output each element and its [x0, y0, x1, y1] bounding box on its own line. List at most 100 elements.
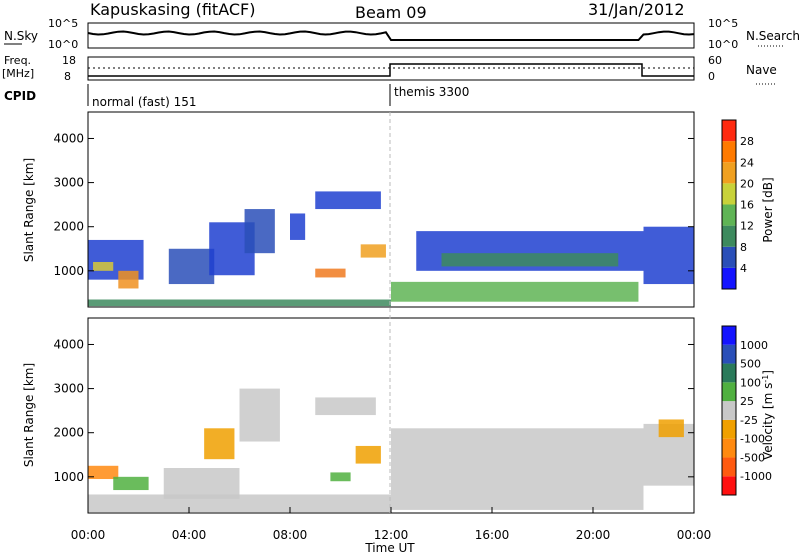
power-frame	[87, 111, 695, 308]
ytick-label: 1000	[53, 264, 84, 278]
freq-trace	[88, 63, 694, 77]
colorbar-swatch	[722, 204, 736, 226]
velocity-yaxis: 1000 2000 3000 4000	[53, 337, 694, 484]
freq-panel: Freq. [MHz] 18 8 60 0 Nave	[2, 54, 777, 85]
time-xaxis: 00:00 04:00 08:00 12:00 16:00 20:00 00:00	[71, 507, 712, 542]
station-title: Kapuskasing (fitACF)	[90, 0, 255, 19]
echo-band-0	[88, 465, 119, 480]
colorbar-tick-label: -25	[740, 414, 758, 427]
power-colorbar-label: Power [dB]	[761, 177, 775, 242]
colorbar-frame	[721, 119, 737, 290]
echo-band-2	[118, 270, 139, 289]
echo-band-4	[204, 428, 235, 460]
colorbar-swatch	[722, 401, 736, 420]
echo-band-8	[330, 472, 351, 482]
time-xlabel: Time UT	[364, 541, 415, 554]
colorbar-swatch	[722, 438, 736, 458]
echo-band-5	[244, 209, 275, 254]
nave-tick-top: 60	[708, 54, 722, 67]
colorbar-tick-label: 25	[740, 395, 754, 408]
velocity-colorbar-label-sup: -1	[761, 375, 770, 383]
power-panel: 1000 2000 3000 4000 Slant Range [km] 4 8 12 16…	[22, 111, 775, 308]
colorbar-swatch	[722, 246, 736, 268]
nsearch-tick-top: 10^5	[708, 17, 738, 30]
ytick-label: 2000	[53, 426, 84, 440]
colorbar-tick-label: 100	[740, 376, 761, 389]
velocity-colorbar-label: Velocity [m s-1]	[761, 370, 775, 460]
colorbar-tick-label: 500	[740, 358, 761, 371]
colorbar-swatch	[722, 141, 736, 163]
ytick-label: 3000	[53, 176, 84, 190]
xtick-label: 00:00	[677, 528, 712, 542]
xtick-label: 08:00	[273, 528, 308, 542]
echo-band-7	[355, 445, 381, 464]
beam-title: Beam 09	[355, 3, 427, 22]
freq-unit: [MHz]	[2, 67, 34, 80]
date-title: 31/Jan/2012	[588, 0, 685, 19]
colorbar-tick-label: 1000	[740, 339, 768, 352]
echo-band-3	[163, 468, 240, 499]
echo-band-14	[88, 299, 391, 307]
echo-band-5	[239, 388, 280, 442]
colorbar-tick-label: -100	[740, 433, 765, 446]
colorbar-tick-label: -500	[740, 451, 765, 464]
nsky-trace	[87, 30, 695, 41]
cpid-label: CPID	[4, 89, 36, 103]
nsearch-label: N.Search	[746, 29, 800, 43]
colorbar-swatch	[722, 419, 736, 439]
ytick-label: 4000	[53, 337, 84, 351]
colorbar-swatch	[722, 267, 736, 289]
colorbar-swatch	[722, 162, 736, 184]
power-yaxis: 1000 2000 3000 4000	[53, 131, 694, 278]
colorbar-swatch	[722, 457, 736, 477]
echo-band-13	[643, 226, 694, 285]
echo-band-11	[658, 419, 684, 438]
freq-label: Freq.	[4, 54, 31, 67]
colorbar-swatch	[722, 120, 736, 142]
velocity-ylabel: Slant Range [km]	[22, 363, 36, 467]
echo-band-1	[113, 476, 149, 491]
colorbar-swatch	[722, 476, 736, 495]
echo-band-10	[391, 281, 639, 302]
velocity-colorbar-label-main: Velocity [m s	[761, 383, 775, 460]
echo-band-3	[168, 248, 215, 285]
echo-band-12	[441, 253, 619, 267]
nsearch-tick-bottom: 10^0	[708, 38, 738, 51]
cpid-mode-2: themis 3300	[394, 85, 469, 99]
ytick-label: 2000	[53, 220, 84, 234]
velocity-colorbar-label-end: ]	[761, 370, 775, 375]
echo-band-9	[360, 244, 386, 258]
power-ylabel: Slant Range [km]	[22, 158, 36, 262]
power-data-marks	[88, 191, 694, 307]
xtick-label: 12:00	[374, 528, 409, 542]
xtick-label: 20:00	[576, 528, 611, 542]
colorbar-tick-label: 12	[740, 220, 754, 233]
colorbar-frame	[721, 325, 737, 496]
colorbar-tick-label: 28	[740, 135, 754, 148]
nsky-label: N.Sky	[4, 29, 38, 43]
ytick-label: 4000	[53, 131, 84, 145]
colorbar-swatch	[722, 225, 736, 247]
nsky-frame	[87, 22, 695, 49]
freq-tick-top: 18	[62, 54, 76, 67]
echo-band-6	[315, 397, 376, 416]
colorbar-tick-label: 24	[740, 156, 754, 169]
colorbar-swatch	[722, 183, 736, 205]
freq-tick-bottom: 8	[64, 70, 71, 83]
colorbar-tick-label: 4	[740, 262, 747, 275]
echo-band-6	[290, 213, 306, 240]
nsky-tick-top: 10^5	[48, 17, 78, 30]
colorbar-tick-label: 16	[740, 199, 754, 212]
nave-label: Nave	[746, 63, 777, 77]
ytick-label: 1000	[53, 470, 84, 484]
colorbar-tick-label: -1000	[740, 470, 772, 483]
colorbar-swatch	[722, 326, 736, 345]
echo-band-7	[315, 191, 381, 210]
cpid-mode-1: normal (fast) 151	[92, 95, 196, 109]
velocity-data-marks	[88, 388, 694, 513]
colorbar-swatch	[722, 382, 736, 402]
ytick-label: 3000	[53, 382, 84, 396]
colorbar-tick-label: 20	[740, 177, 754, 190]
cpid-panel: CPID normal (fast) 151 themis 3300	[4, 84, 469, 109]
